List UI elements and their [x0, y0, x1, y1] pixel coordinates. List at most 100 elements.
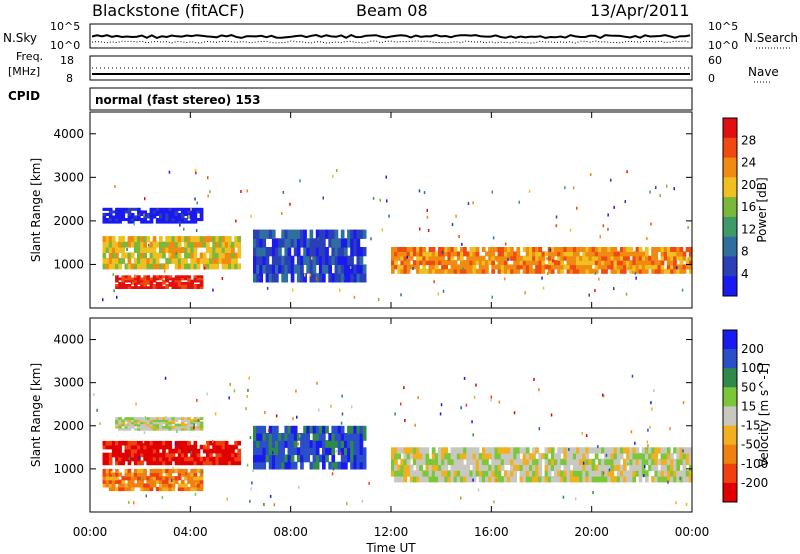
heatmap-cell — [576, 464, 580, 471]
heatmap-cell — [102, 452, 107, 458]
heatmap-cell — [635, 251, 640, 257]
heatmap-cell — [190, 279, 194, 283]
heatmap-speckle — [505, 242, 507, 246]
heatmap-cell — [193, 472, 198, 477]
heatmap-cell — [485, 476, 489, 483]
heatmap-cell — [629, 251, 633, 257]
heatmap-cell — [187, 448, 191, 454]
heatmap-cell — [409, 476, 414, 483]
heatmap-cell — [190, 456, 194, 462]
heatmap-cell — [159, 220, 163, 224]
heatmap-cell — [654, 470, 659, 477]
heatmap-cell — [180, 483, 185, 488]
heatmap-cell — [532, 260, 536, 266]
heatmap-cell — [281, 433, 285, 441]
heatmap-cell — [460, 255, 464, 261]
heatmap-cell — [124, 252, 129, 259]
heatmap-cell — [159, 483, 163, 488]
heatmap-cell — [550, 260, 555, 266]
heatmap-cell — [641, 260, 646, 266]
heatmap-cell — [666, 264, 671, 270]
heatmap-speckle — [538, 427, 541, 431]
heatmap-speckle — [116, 295, 118, 299]
heatmap-cell — [190, 252, 194, 259]
heatmap-cell — [237, 263, 242, 270]
heatmap-cell — [102, 215, 107, 219]
heatmap-cell — [165, 236, 169, 243]
heatmap-cell — [541, 268, 546, 274]
heatmap-cell — [143, 212, 147, 216]
heatmap-cell — [146, 483, 151, 488]
heatmap-cell — [312, 273, 317, 283]
heatmap-speckle — [339, 452, 342, 455]
heatmap-cell — [168, 275, 173, 279]
heatmap-speckle — [128, 457, 130, 460]
heatmap-cell — [576, 260, 580, 266]
heatmap-speckle — [613, 287, 615, 291]
heatmap-cell — [177, 220, 182, 224]
heatmap-cell — [143, 452, 147, 458]
heatmap-cell — [663, 470, 668, 477]
colorbar-tick-label: 24 — [741, 156, 756, 170]
heatmap-cell — [500, 458, 505, 466]
heatmap-cell — [187, 479, 191, 484]
heatmap-cell — [152, 427, 157, 431]
heatmap-cell — [108, 468, 113, 474]
heatmap-cell — [309, 255, 314, 265]
heatmap-cell — [544, 264, 549, 270]
heatmap-cell — [519, 470, 524, 477]
heatmap-speckle — [343, 276, 345, 280]
heatmap-cell — [193, 419, 198, 423]
heatmap-cell — [275, 461, 279, 470]
heatmap-cell — [613, 251, 618, 257]
heatmap-cell — [547, 458, 552, 466]
heatmap-cell — [419, 464, 423, 471]
heatmap-cell — [582, 453, 586, 460]
heatmap-cell — [187, 220, 191, 224]
heatmap-cell — [519, 260, 524, 266]
heatmap-speckle — [472, 201, 474, 205]
colorbar-swatch — [723, 330, 737, 350]
heatmap-cell — [140, 460, 144, 466]
heatmap-cell — [306, 238, 310, 248]
heatmap-cell — [152, 468, 157, 474]
heatmap-cell — [102, 476, 107, 481]
heatmap-cell — [180, 417, 185, 420]
heatmap-cell — [557, 447, 561, 454]
heatmap-cell — [130, 419, 135, 423]
heatmap-cell — [124, 286, 129, 289]
heatmap-cell — [184, 476, 188, 481]
heatmap-cell — [475, 458, 480, 466]
heatmap-cell — [328, 229, 332, 239]
heatmap-cell — [137, 444, 141, 450]
heatmap-cell — [679, 447, 684, 454]
heatmap-cell — [218, 257, 223, 264]
heatmap-cell — [560, 264, 564, 270]
heatmap-speckle — [585, 434, 588, 438]
heatmap-cell — [513, 476, 517, 483]
heatmap-cell — [199, 425, 204, 429]
heatmap-cell — [334, 229, 339, 239]
heatmap-cell — [315, 425, 320, 434]
heatmap-cell — [444, 476, 448, 483]
heatmap-cell — [190, 263, 194, 270]
heatmap-cell — [162, 444, 166, 450]
heatmap-cell — [130, 252, 135, 259]
heatmap-speckle — [133, 501, 135, 505]
heatmap-cell — [121, 207, 126, 211]
heatmap-cell — [149, 427, 154, 431]
heatmap-cell — [494, 458, 499, 466]
heatmap-cell — [394, 255, 398, 261]
heatmap-cell — [619, 255, 624, 261]
heatmap-cell — [356, 433, 361, 441]
heatmap-cell — [666, 470, 671, 477]
heatmap-cell — [168, 207, 173, 211]
heatmap-cell — [149, 247, 154, 253]
heatmap-cell — [284, 433, 289, 441]
heatmap-cell — [481, 268, 486, 274]
heatmap-cell — [193, 417, 198, 420]
heatmap-cell — [124, 207, 129, 211]
heatmap-cell — [152, 236, 157, 243]
heatmap-cell — [287, 247, 292, 257]
heatmap-cell — [133, 218, 138, 222]
